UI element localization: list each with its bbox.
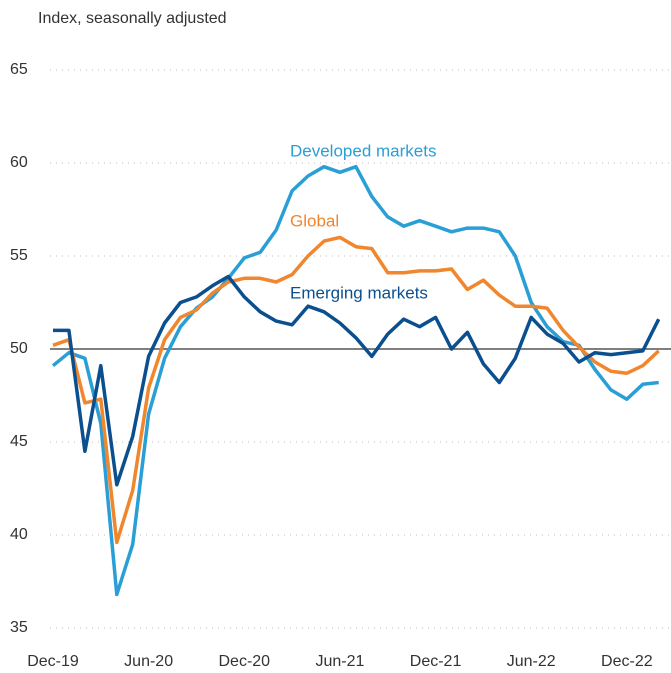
x-tick-label: Dec-20 [218, 653, 270, 670]
series-label: Global [290, 211, 339, 230]
y-tick-label: 65 [10, 61, 28, 78]
x-tick-label: Jun-21 [315, 653, 364, 670]
x-tick-label: Jun-22 [507, 653, 556, 670]
series-label: Developed markets [290, 141, 436, 160]
series-label: Emerging markets [290, 283, 428, 302]
series-line [52, 235, 660, 545]
series-line [53, 274, 661, 487]
x-tick-label: Jun-20 [124, 653, 173, 670]
x-tick-label: Dec-21 [410, 653, 462, 670]
y-tick-label: 35 [10, 619, 28, 636]
chart-subtitle: Index, seasonally adjusted [38, 10, 227, 27]
y-tick-label: 45 [10, 433, 28, 450]
x-tick-label: Dec-19 [27, 653, 79, 670]
y-tick-label: 50 [10, 340, 28, 357]
y-tick-label: 40 [10, 526, 28, 543]
series-line [51, 164, 659, 597]
y-tick-label: 60 [10, 154, 28, 171]
x-tick-label: Dec-22 [601, 653, 653, 670]
y-tick-label: 55 [10, 247, 28, 264]
